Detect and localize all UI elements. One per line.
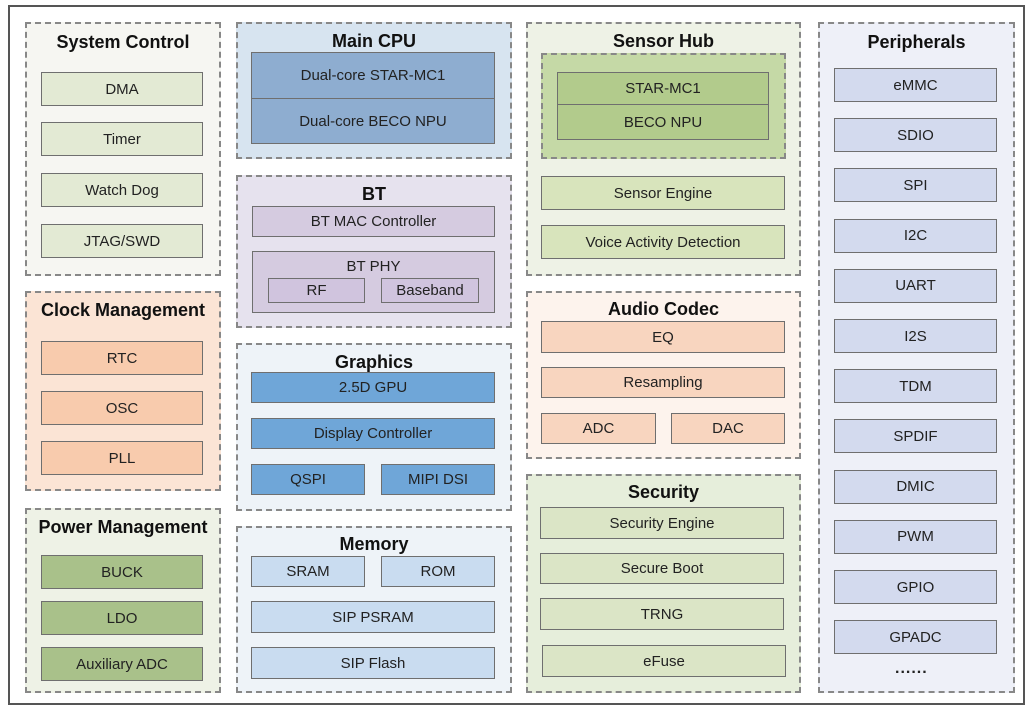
- block-peripheral-sdio: SDIO: [834, 118, 997, 153]
- block-2-5d-gpu: 2.5D GPU: [251, 372, 495, 403]
- block-display-controller: Display Controller: [251, 418, 495, 449]
- block-peripheral-emmc: eMMC: [834, 68, 997, 102]
- block-rtc: RTC: [41, 341, 203, 375]
- block-sensor-engine: Sensor Engine: [541, 176, 785, 210]
- block-dual-core-star-mc1: Dual-core STAR-MC1: [251, 52, 495, 99]
- block-watch-dog: Watch Dog: [41, 173, 203, 207]
- block-efuse: eFuse: [542, 645, 786, 677]
- block-peripheral-tdm: TDM: [834, 369, 997, 404]
- block-sensor-star-mc1: STAR-MC1: [557, 72, 769, 105]
- block-security-engine: Security Engine: [540, 507, 784, 539]
- group-title: Clock Management: [40, 300, 206, 320]
- group-title: Power Management: [38, 517, 208, 537]
- block-peripheral-spi: SPI: [834, 168, 997, 203]
- block-jtag-swd: JTAG/SWD: [41, 224, 203, 258]
- block-sensor-beco-npu: BECO NPU: [557, 104, 769, 140]
- block-peripheral-gpio: GPIO: [834, 570, 997, 604]
- block-dac: DAC: [671, 413, 785, 444]
- group-title: Peripherals: [867, 32, 966, 52]
- block-bt-mac-controller: BT MAC Controller: [252, 206, 495, 237]
- block-mipi-dsi: MIPI DSI: [381, 464, 495, 495]
- group-title: System Control: [56, 32, 190, 52]
- block-rom: ROM: [381, 556, 495, 587]
- block-peripheral-gpadc: GPADC: [834, 620, 997, 655]
- diagram-frame: [8, 5, 1025, 705]
- block-peripheral-dmic: DMIC: [834, 469, 997, 504]
- block-peripheral-i2c: I2C: [834, 218, 997, 253]
- bt-phy-label: BT PHY: [346, 258, 401, 275]
- block-resampling: Resampling: [541, 367, 785, 398]
- group-title: Memory: [339, 534, 409, 554]
- block-timer: Timer: [41, 122, 203, 156]
- group-title: Graphics: [334, 352, 414, 372]
- block-sip-flash: SIP Flash: [251, 647, 495, 679]
- block-peripheral-spdif: SPDIF: [834, 419, 997, 454]
- group-title: Sensor Hub: [612, 31, 714, 51]
- block-baseband: Baseband: [381, 278, 479, 303]
- block-eq: EQ: [541, 321, 785, 353]
- block-qspi: QSPI: [251, 464, 365, 495]
- block-sip-psram: SIP PSRAM: [251, 601, 495, 633]
- block-sram: SRAM: [251, 556, 365, 587]
- block-pll: PLL: [41, 441, 203, 475]
- group-title: BT: [362, 184, 386, 204]
- more-peripherals-ellipsis: ......: [895, 660, 928, 677]
- block-osc: OSC: [41, 391, 203, 425]
- block-auxiliary-adc: Auxiliary ADC: [41, 647, 203, 681]
- block-rf: RF: [268, 278, 365, 303]
- block-dual-core-beco-npu: Dual-core BECO NPU: [251, 98, 495, 144]
- block-voice-activity-detection: Voice Activity Detection: [541, 225, 785, 259]
- block-trng: TRNG: [540, 598, 784, 630]
- block-dma: DMA: [41, 72, 203, 106]
- block-peripheral-i2s: I2S: [834, 319, 997, 353]
- group-title: Security: [627, 482, 700, 502]
- block-ldo: LDO: [41, 601, 203, 635]
- block-peripheral-pwm: PWM: [834, 519, 997, 554]
- block-adc: ADC: [541, 413, 656, 444]
- block-buck: BUCK: [41, 555, 203, 589]
- block-peripheral-uart: UART: [834, 268, 997, 303]
- group-title: Audio Codec: [608, 299, 719, 319]
- block-secure-boot: Secure Boot: [540, 553, 784, 584]
- group-title: Main CPU: [331, 31, 416, 51]
